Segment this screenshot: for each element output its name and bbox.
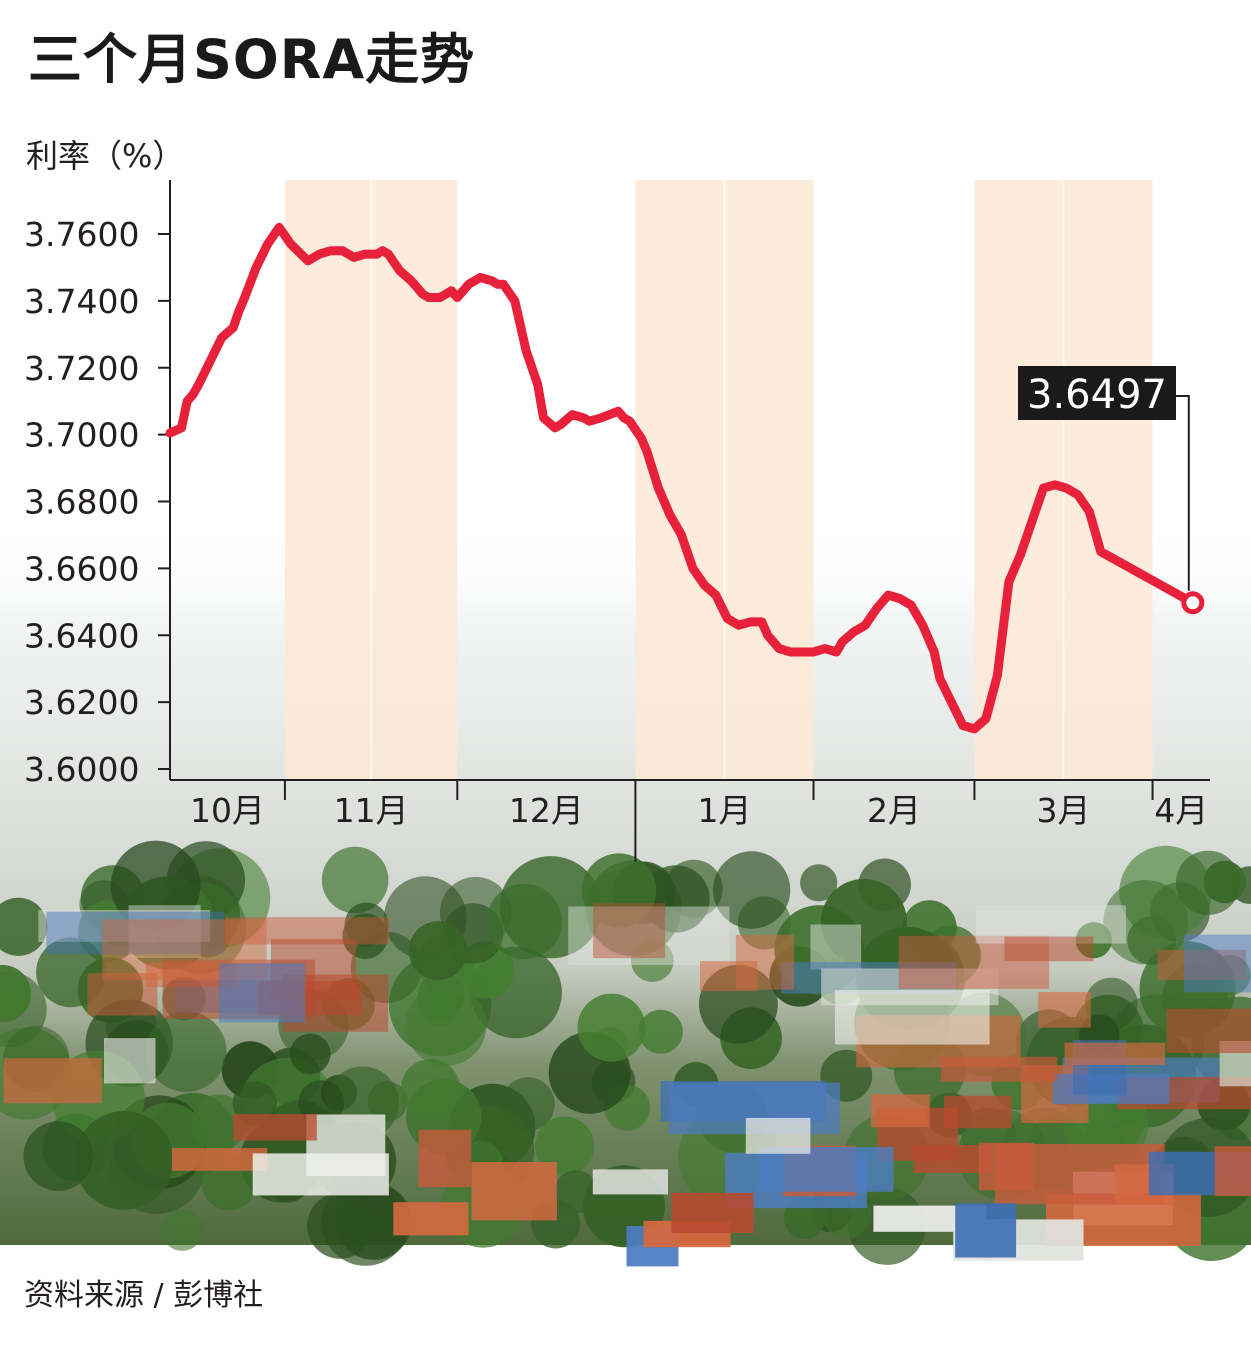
tree-shape — [0, 897, 48, 956]
tree-shape — [577, 993, 646, 1062]
tree-shape — [145, 1011, 227, 1092]
tree-shape — [400, 1059, 461, 1119]
house-shape — [471, 1162, 557, 1221]
tree-shape — [74, 1111, 174, 1210]
y-tick-label: 3.7400 — [24, 282, 139, 321]
house-shape — [1214, 1146, 1251, 1197]
house-shape — [171, 1148, 268, 1171]
tree-shape — [405, 985, 487, 1066]
callout-leader — [1176, 395, 1190, 591]
house-shape — [593, 903, 666, 959]
sora-line — [165, 222, 1198, 734]
callout-value: 3.6497 — [1027, 372, 1167, 418]
axes — [169, 180, 1210, 781]
x-month-label: 12月 — [509, 791, 584, 830]
tree-shape — [535, 1116, 595, 1176]
house-shape — [870, 1094, 930, 1128]
x-month-label: 2月 — [867, 791, 921, 830]
house-shape — [1183, 934, 1251, 993]
house-shape — [834, 990, 990, 1045]
tree-shape — [638, 1009, 683, 1054]
house-shape — [758, 1146, 894, 1192]
house-shape — [955, 1203, 1017, 1258]
month-bands — [284, 180, 1153, 780]
y-tick-label: 3.6400 — [24, 616, 139, 655]
tree-shape — [642, 865, 710, 933]
house-shape — [1004, 936, 1094, 962]
last-value-callout: 3.6497 — [1018, 366, 1190, 591]
tree-shape — [321, 846, 389, 914]
tree-shape — [161, 1209, 203, 1251]
tree-shape — [1103, 880, 1188, 965]
x-month-label: 10月 — [190, 791, 265, 830]
tree-shape — [554, 1170, 598, 1214]
house-shape — [568, 906, 730, 965]
last-point-marker — [1181, 591, 1205, 615]
house-shape — [104, 1038, 156, 1084]
x-month-label: 4月 — [1154, 791, 1208, 830]
x-axis-months: 10月 11月 12月 1月 2月 3月 4月 — [190, 780, 1208, 862]
y-tick-label: 3.6800 — [24, 483, 139, 522]
chart-title: 三个月SORA走势 — [28, 28, 476, 91]
tree-shape — [501, 1077, 555, 1131]
house-shape — [1038, 992, 1091, 1028]
house-shape — [700, 961, 758, 992]
tree-shape — [581, 853, 657, 928]
x-month-label: 1月 — [698, 791, 752, 830]
tree-shape — [1175, 850, 1241, 915]
house-shape — [38, 910, 211, 942]
tree-shape — [23, 1121, 93, 1191]
y-tick-label: 3.6000 — [24, 750, 139, 789]
y-tick-label: 3.6600 — [24, 549, 139, 588]
y-tick-label: 3.7200 — [24, 349, 139, 388]
sora-series — [165, 222, 1205, 734]
house-shape — [978, 1142, 1034, 1191]
house-shape — [87, 973, 158, 1016]
house-shape — [944, 1095, 1012, 1129]
tree-shape — [630, 939, 674, 982]
house-shape — [592, 1169, 668, 1195]
source-note: 资料来源 / 彭博社 — [24, 1278, 264, 1313]
house-shape — [810, 924, 862, 970]
house-shape — [940, 1056, 1058, 1082]
house-shape — [393, 1202, 469, 1236]
x-month-label: 11月 — [334, 791, 409, 830]
house-shape — [3, 1058, 102, 1104]
tree-shape — [486, 883, 562, 960]
tree-shape — [289, 1033, 331, 1075]
house-shape — [128, 905, 201, 958]
house-shape — [219, 963, 306, 1023]
house-shape — [233, 1114, 317, 1141]
house-shape — [46, 911, 224, 955]
tree-shape — [307, 1192, 374, 1259]
house-shape — [252, 1153, 389, 1196]
callout-box — [1018, 366, 1176, 420]
y-tick-label: 3.7600 — [24, 215, 139, 254]
house-shape — [1064, 1042, 1166, 1065]
tree-shape — [800, 864, 838, 902]
house-shape — [418, 1129, 472, 1188]
tree-shape — [0, 965, 31, 1023]
y-tick-label: 3.6200 — [24, 683, 139, 722]
house-shape — [745, 1117, 811, 1154]
tree-shape — [110, 840, 201, 931]
y-axis-label: 利率（%） — [26, 137, 185, 175]
x-month-label: 3月 — [1037, 791, 1091, 830]
tree-shape — [712, 851, 791, 929]
y-tick-label: 3.7000 — [24, 416, 139, 455]
y-ticks: 3.6000 3.6200 3.6400 3.6600 3.6800 3.7000 3.72… — [24, 215, 170, 789]
tree-shape — [408, 921, 468, 980]
tree-shape — [820, 878, 907, 965]
house-shape — [1166, 1008, 1251, 1054]
house-shape — [671, 1192, 754, 1234]
